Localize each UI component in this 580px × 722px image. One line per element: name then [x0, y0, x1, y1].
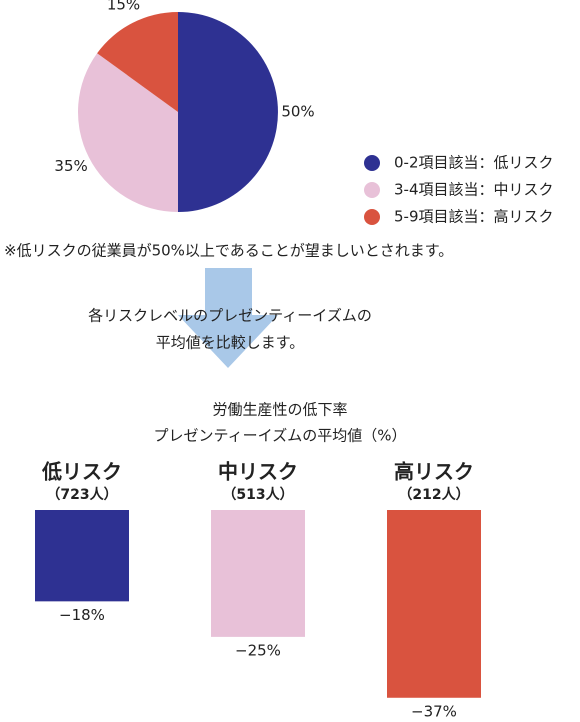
intro-text: 平均値を比較します。 — [156, 334, 305, 352]
slice-label: 35% — [54, 157, 87, 175]
legend-marker — [364, 182, 380, 198]
bar — [387, 510, 481, 698]
chart-title: プレゼンティーイズムの平均値（%） — [154, 427, 407, 445]
bar — [35, 510, 129, 602]
value-label: −25% — [235, 641, 281, 659]
legend-label: 3-4項目該当：中リスク — [394, 181, 554, 199]
value-label: −18% — [59, 606, 105, 624]
slice-label: 15% — [107, 0, 140, 14]
category-note: （723人） — [46, 486, 117, 503]
legend-marker — [364, 155, 380, 171]
slice-label: 50% — [281, 103, 314, 121]
category-label: 低リスク — [41, 460, 122, 484]
note: ※低リスクの従業員が50%以上であることが望ましいとされます。 — [4, 242, 453, 260]
pie-slice — [78, 53, 178, 213]
category-note: （212人） — [398, 486, 469, 503]
bar — [211, 510, 305, 637]
pie-slice — [178, 12, 278, 212]
chart-title: 労働生産性の低下率 — [212, 401, 347, 419]
category-label: 中リスク — [218, 460, 298, 484]
category-label: 高リスク — [394, 460, 474, 484]
legend-label: 0-2項目該当：低リスク — [394, 154, 554, 172]
pie-slice — [97, 12, 178, 112]
category-note: （513人） — [222, 486, 293, 503]
intro-text: 各リスクレベルのプレゼンティーイズムの — [88, 307, 372, 325]
legend-label: 5-9項目該当：高リスク — [394, 208, 554, 226]
value-label: −37% — [411, 702, 457, 720]
legend-marker — [364, 209, 380, 225]
arrow — [178, 268, 278, 368]
